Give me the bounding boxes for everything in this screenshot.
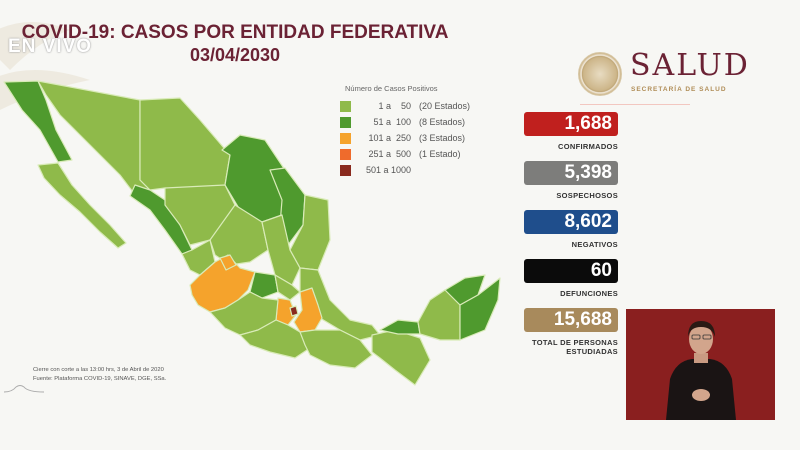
state-guanajuato	[249, 271, 279, 299]
state-tabasco	[379, 319, 421, 335]
national-seal-icon	[578, 52, 622, 96]
legend-item: 251 a 500 (1 Estado)	[340, 146, 470, 162]
mexico-map	[3, 80, 501, 386]
stat-label: TOTAL DE PERSONAS ESTUDIADAS	[532, 338, 618, 356]
legend-swatch	[340, 116, 351, 128]
page-title: COVID-19: CASOS POR ENTIDAD FEDERATIVA 0…	[0, 22, 470, 66]
legend-item: 51 a 100 (8 Estados)	[340, 114, 470, 130]
stat-label: DEFUNCIONES	[560, 289, 618, 298]
stat-confirmados: 1,688 CONFIRMADOS	[524, 112, 618, 151]
stat-sospechosos: 5,398 SOSPECHOSOS	[524, 161, 618, 200]
logo-brand: SALUD	[630, 48, 750, 83]
legend-range: 101 a 250	[368, 133, 411, 143]
stat-total-estudiadas: 15,688 TOTAL DE PERSONAS ESTUDIADAS	[524, 308, 618, 356]
state-san-luis-potosi	[261, 214, 301, 286]
title-text: COVID-19: CASOS POR ENTIDAD FEDERATIVA	[21, 22, 449, 43]
logo-divider	[580, 104, 690, 105]
stat-label: SOSPECHOSOS	[556, 191, 618, 200]
state-baja-california	[3, 80, 73, 163]
interpreter-figure	[626, 309, 775, 420]
legend-swatch	[340, 148, 351, 160]
stat-value: 60	[524, 259, 618, 283]
state-hidalgo	[274, 274, 301, 301]
footnote-cutoff: Cierre con corte a las 13:00 hrs, 3 de A…	[33, 367, 164, 373]
legend-count: (3 Estados)	[419, 133, 466, 143]
legend-swatch	[340, 132, 351, 144]
decorative-wave-icon	[4, 385, 44, 393]
state-nuevo-leon	[269, 167, 306, 246]
state-chihuahua	[139, 97, 231, 196]
stat-label: CONFIRMADOS	[558, 142, 618, 151]
legend-count: (8 Estados)	[419, 117, 466, 127]
state-baja-california-sur	[37, 162, 127, 249]
state-michoacan	[209, 291, 279, 336]
stat-value: 15,688	[524, 308, 618, 332]
sign-language-interpreter-video	[626, 309, 775, 420]
legend-range: 1 a 50	[378, 101, 411, 111]
map-legend: Número de Casos Positivos 1 a 50 (20 Est…	[340, 84, 470, 178]
legend-range: 51 a 100	[373, 117, 411, 127]
state-oaxaca	[299, 329, 373, 369]
stat-negativos: 8,602 NEGATIVOS	[524, 210, 618, 249]
stat-value: 5,398	[524, 161, 618, 185]
legend-title: Número de Casos Positivos	[345, 84, 438, 93]
legend-range: 251 a 500	[368, 149, 411, 159]
legend-item: 101 a 250 (3 Estados)	[340, 130, 470, 146]
state-aguascalientes-area	[219, 254, 237, 271]
state-quintana-roo	[459, 277, 501, 341]
state-cdmx	[289, 305, 299, 317]
state-zacatecas	[209, 204, 269, 266]
live-indicator: EN VIVO	[8, 36, 93, 57]
legend-swatch	[340, 100, 351, 112]
state-yucatan	[444, 274, 486, 306]
stats-panel: 1,688 CONFIRMADOS 5,398 SOSPECHOSOS 8,60…	[524, 112, 618, 366]
stat-defunciones: 60 DEFUNCIONES	[524, 259, 618, 298]
legend-item: 501 a 1000	[340, 162, 470, 178]
logo-subtitle: SECRETARÍA DE SALUD	[631, 86, 727, 93]
legend-range: 501 a 1000	[365, 165, 411, 175]
legend-count: (20 Estados)	[419, 101, 471, 111]
legend-swatch	[340, 164, 351, 176]
footnote-source: Fuente: Plataforma COVID-19, SINAVE, DGE…	[33, 376, 167, 382]
legend-item: 1 a 50 (20 Estados)	[340, 98, 470, 114]
legend-count: (1 Estado)	[419, 149, 461, 159]
stat-label: NEGATIVOS	[571, 240, 618, 249]
title-date: 03/04/2030	[189, 45, 281, 65]
source-footnote: Cierre con corte a las 13:00 hrs, 3 de A…	[33, 366, 166, 384]
stat-value: 1,688	[524, 112, 618, 136]
stat-value: 8,602	[524, 210, 618, 234]
state-jalisco	[189, 254, 256, 313]
state-chiapas	[371, 329, 431, 386]
